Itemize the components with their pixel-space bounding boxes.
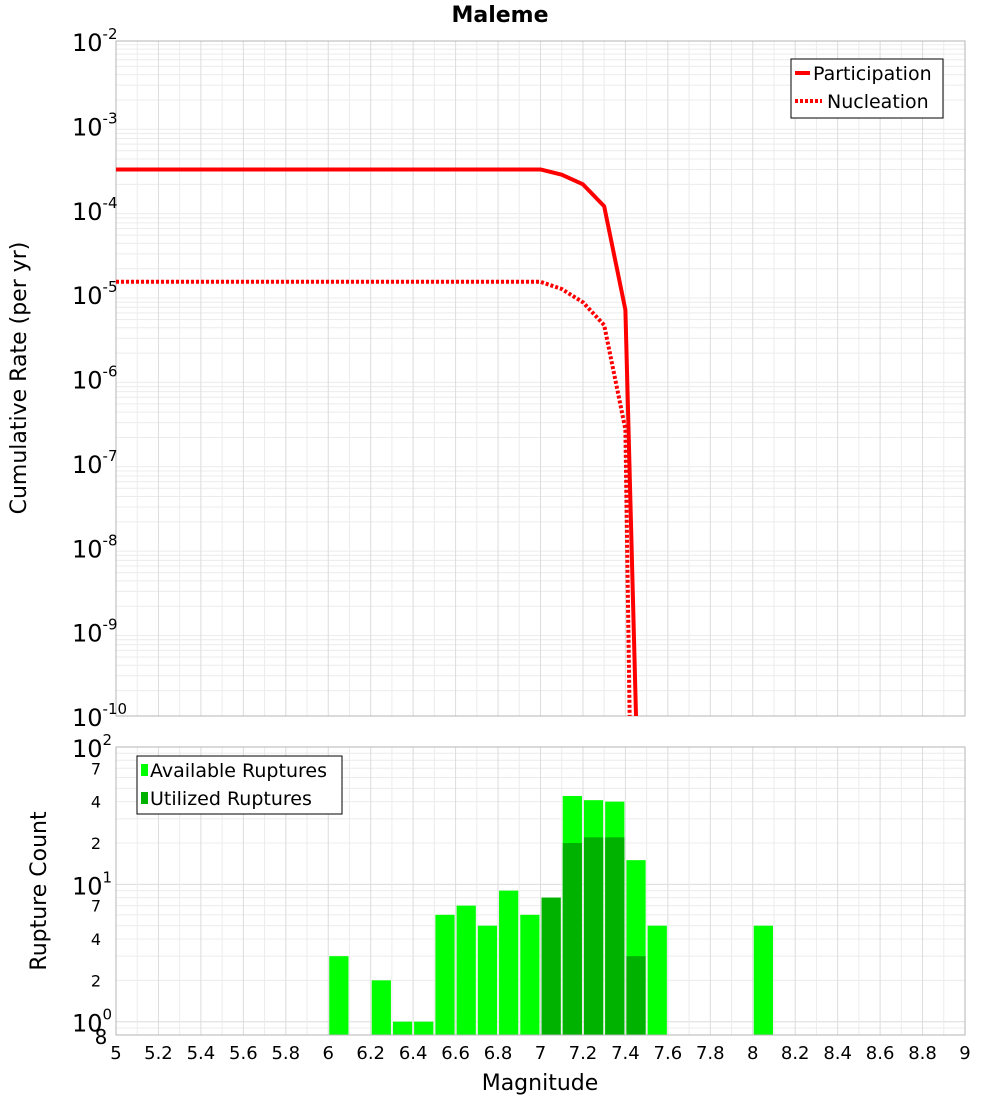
x-tick-label: 8.4 bbox=[823, 1043, 852, 1064]
count-plot-area bbox=[115, 746, 966, 1036]
available-rupture-bar bbox=[520, 914, 540, 1035]
x-tick-label: 6.6 bbox=[441, 1043, 470, 1064]
x-tick-label: 5.2 bbox=[144, 1043, 173, 1064]
rate-y-tick-exponent: -5 bbox=[103, 278, 118, 296]
rate-y-tick-labels: 10-10 10-9 10-8 10-7 10-6 10-5 10-4 10-3 10-2 bbox=[72, 25, 127, 732]
x-tick-label: 6.4 bbox=[399, 1043, 428, 1064]
rate-y-tick-exponent: -4 bbox=[103, 194, 118, 212]
x-tick-label: 8.2 bbox=[781, 1043, 810, 1064]
utilized-rupture-bar bbox=[626, 956, 646, 1035]
count-plot-bars bbox=[329, 795, 773, 1035]
x-tick-label: 5.6 bbox=[229, 1043, 258, 1064]
count-y-minor-tick-label: 4 bbox=[91, 793, 101, 812]
rate-y-axis-label: Cumulative Rate (per yr) bbox=[7, 242, 32, 515]
x-tick-label: 7.8 bbox=[696, 1043, 725, 1064]
x-tick-label: 5.4 bbox=[187, 1043, 216, 1064]
x-tick-label: 7.2 bbox=[569, 1043, 598, 1064]
available-rupture-bar bbox=[477, 925, 498, 1035]
count-y-minor-tick-label: 7 bbox=[91, 759, 101, 778]
legend-utilized-label: Utilized Ruptures bbox=[150, 788, 312, 810]
utilized-rupture-bar bbox=[605, 837, 625, 1035]
x-tick-label: 7.6 bbox=[654, 1043, 683, 1064]
rate-legend-box bbox=[790, 58, 944, 119]
x-tick-label: 6.2 bbox=[356, 1043, 385, 1064]
x-tick-label: 5 bbox=[110, 1043, 121, 1064]
count-y-tick-exponent: 0 bbox=[103, 1006, 113, 1024]
utilized-rupture-bar bbox=[541, 897, 561, 1035]
count-y-tick-label: 101 bbox=[72, 868, 112, 900]
rate-y-tick-exponent: -6 bbox=[103, 363, 118, 381]
count-y-minor-tick-label: 2 bbox=[91, 971, 101, 990]
rate-y-tick-label: 10-9 bbox=[72, 616, 118, 648]
available-rupture-bar bbox=[435, 914, 455, 1035]
rate-y-tick-label: 10-4 bbox=[72, 194, 118, 226]
count-y-tick-label: 102 bbox=[72, 731, 112, 763]
count-y-tick-exponent: 1 bbox=[103, 868, 113, 886]
count-y-tick-exponent: 2 bbox=[103, 731, 113, 749]
utilized-rupture-bar bbox=[562, 843, 582, 1035]
rate-y-tick-exponent: -3 bbox=[103, 109, 118, 127]
rate-legend: Participation Nucleation bbox=[790, 58, 944, 119]
available-rupture-bar bbox=[499, 890, 519, 1035]
available-rupture-bar bbox=[647, 925, 667, 1035]
count-plot-grid bbox=[116, 747, 966, 1035]
rate-y-tick-label: 10-8 bbox=[72, 531, 118, 563]
count-y-minor-tick-label: 7 bbox=[91, 897, 101, 916]
legend-utilized-swatch bbox=[141, 792, 148, 804]
rate-y-tick-exponent: -9 bbox=[103, 616, 118, 634]
rate-y-tick-label: 10-10 bbox=[72, 700, 127, 732]
count-y-minor-tick-label: 8 bbox=[95, 1025, 108, 1049]
available-rupture-bar bbox=[414, 1021, 434, 1035]
x-tick-label: 5.8 bbox=[271, 1043, 300, 1064]
available-rupture-bar bbox=[371, 980, 391, 1035]
legend-available-swatch bbox=[141, 764, 148, 776]
legend-nucleation-label: Nucleation bbox=[827, 91, 929, 113]
count-legend: Available Ruptures Utilized Ruptures bbox=[136, 755, 343, 815]
available-rupture-bar bbox=[329, 956, 349, 1035]
count-legend-box bbox=[136, 755, 343, 815]
available-rupture-bar bbox=[392, 1021, 413, 1035]
x-tick-label: 8.6 bbox=[866, 1043, 895, 1064]
rate-y-tick-label: 10-2 bbox=[72, 25, 118, 57]
rate-y-tick-label: 10-5 bbox=[72, 278, 118, 310]
rate-y-tick-exponent: -7 bbox=[103, 447, 118, 465]
rate-y-tick-label: 10-3 bbox=[72, 109, 118, 141]
x-tick-label: 6 bbox=[323, 1043, 334, 1064]
rate-plot-grid bbox=[116, 41, 966, 716]
legend-participation-label: Participation bbox=[813, 63, 932, 85]
rate-y-tick-label: 10-7 bbox=[72, 447, 118, 479]
x-tick-labels: 5 5.2 5.4 5.6 5.8 6 6.2 6.4 6.6 6.8 7 7.2 7.4 7.6 7.8 8… bbox=[110, 1043, 970, 1064]
x-tick-label: 6.8 bbox=[484, 1043, 513, 1064]
available-rupture-bar bbox=[456, 905, 476, 1035]
x-tick-label: 8.8 bbox=[908, 1043, 937, 1064]
x-tick-label: 9 bbox=[959, 1043, 970, 1064]
rate-y-tick-exponent: -10 bbox=[103, 700, 128, 718]
rate-plot-area bbox=[115, 40, 966, 717]
count-y-minor-tick-label: 4 bbox=[91, 930, 101, 949]
rate-plot-lines bbox=[116, 167, 639, 717]
x-tick-label: 8 bbox=[747, 1043, 758, 1064]
available-rupture-bar bbox=[753, 925, 773, 1035]
chart-title: Maleme bbox=[451, 3, 548, 28]
x-axis-label: Magnitude bbox=[482, 1071, 599, 1096]
series-line-participation bbox=[116, 167, 639, 717]
rate-y-tick-label: 10-6 bbox=[72, 363, 118, 395]
count-y-axis-label: Rupture Count bbox=[27, 811, 52, 971]
series-line-nucleation bbox=[116, 279, 632, 717]
x-tick-label: 7 bbox=[535, 1043, 546, 1064]
rate-y-tick-exponent: -8 bbox=[103, 531, 118, 549]
x-tick-label: 7.4 bbox=[611, 1043, 640, 1064]
rate-y-tick-exponent: -2 bbox=[103, 25, 118, 43]
utilized-rupture-bar bbox=[583, 837, 604, 1035]
count-y-minor-tick-label: 2 bbox=[91, 834, 101, 853]
legend-available-label: Available Ruptures bbox=[150, 760, 327, 782]
